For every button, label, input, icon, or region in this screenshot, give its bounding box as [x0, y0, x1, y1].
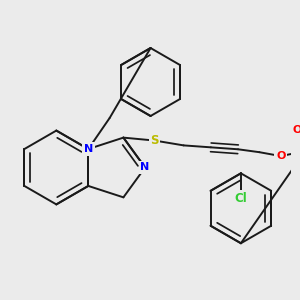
Text: Cl: Cl	[235, 192, 247, 205]
Text: O: O	[292, 125, 300, 135]
Text: O: O	[276, 151, 286, 161]
Text: S: S	[150, 134, 159, 147]
Text: N: N	[140, 163, 150, 172]
Text: N: N	[84, 144, 93, 154]
